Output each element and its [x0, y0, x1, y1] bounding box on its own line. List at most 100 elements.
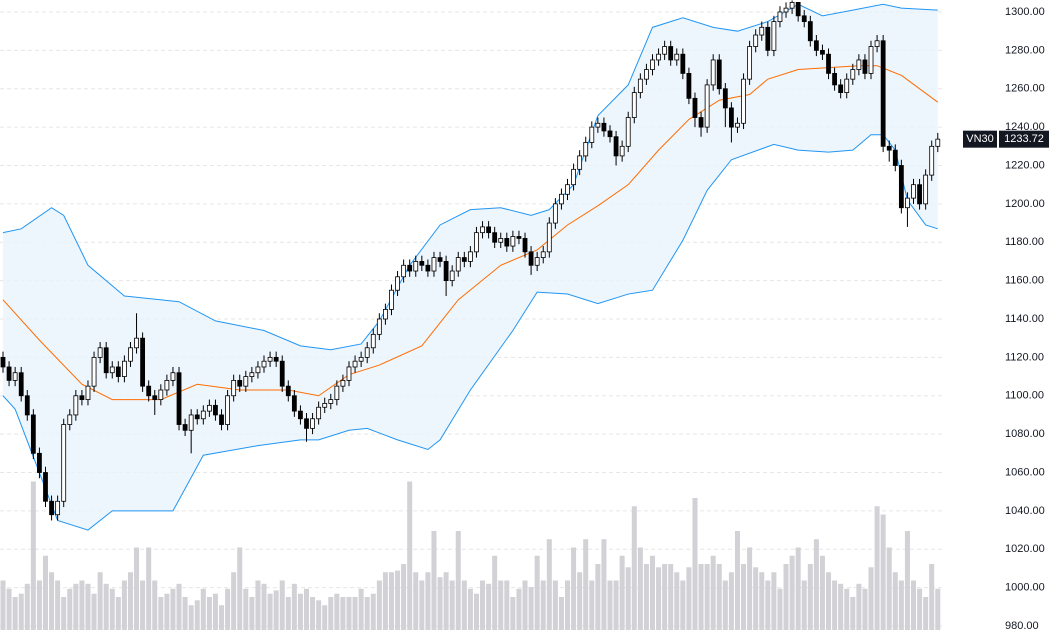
volume-bar: [212, 593, 218, 630]
candle-body: [194, 414, 200, 420]
y-tick-label: 1280.00: [1005, 44, 1045, 56]
volume-bar: [285, 597, 291, 630]
candle-body: [279, 360, 285, 387]
volume-bar: [103, 583, 109, 630]
volume-bar: [874, 506, 880, 630]
volume-bar: [243, 588, 249, 630]
volume-bar: [164, 593, 170, 630]
volume-bar: [498, 580, 504, 630]
candle-body: [583, 142, 589, 157]
candle-body: [407, 264, 413, 272]
volume-bar: [188, 605, 194, 630]
candle-body: [109, 366, 115, 374]
candle-body: [692, 97, 698, 118]
candle-body: [540, 251, 546, 258]
volume-bar: [425, 572, 431, 630]
candle-body: [844, 78, 850, 93]
candle-body: [795, 1, 801, 17]
candle-body: [571, 168, 576, 186]
volume-bar: [904, 531, 910, 630]
candle-body: [923, 174, 929, 205]
volume-bar: [182, 597, 188, 630]
volume-bar: [6, 588, 12, 630]
candle-body: [826, 53, 831, 74]
volume-bar: [401, 564, 407, 630]
candle-body: [704, 84, 710, 128]
candle-body: [467, 251, 473, 262]
volume-bar: [868, 567, 874, 630]
volume-bar: [121, 580, 127, 630]
candle-body: [310, 418, 315, 429]
bollinger-middle: [2, 65, 939, 401]
volume-bar: [467, 588, 473, 630]
y-tick-label: 1060.00: [1005, 466, 1045, 478]
candle-body: [340, 380, 346, 387]
candle-body: [559, 193, 564, 205]
volume-bar: [728, 572, 734, 630]
candle-body: [188, 414, 194, 431]
volume-bar: [935, 588, 941, 630]
volume-bar: [789, 555, 795, 630]
volume-bar: [856, 583, 862, 630]
candle-body: [680, 53, 686, 74]
candle-body: [765, 26, 771, 51]
volume-bar: [115, 597, 121, 630]
candle-body: [176, 372, 182, 425]
candle-body: [589, 126, 595, 143]
volume-bar: [480, 580, 486, 630]
volume-bar: [522, 580, 528, 630]
volume-bar: [565, 580, 571, 630]
candle-body: [716, 59, 722, 90]
volume-bar: [310, 597, 316, 630]
volume-bar: [273, 590, 279, 630]
volume-bar: [200, 588, 206, 630]
bollinger-lower: [2, 134, 938, 531]
candle-body: [850, 69, 856, 80]
volume-bar: [413, 572, 419, 630]
volume-bar: [370, 593, 376, 630]
volume-bar: [571, 547, 577, 630]
volume-bar: [492, 555, 498, 630]
volume-bar: [698, 564, 704, 630]
volume-bar: [237, 547, 243, 630]
volume-bar: [316, 600, 322, 630]
volume-bar: [862, 588, 868, 630]
y-tick-label: 1080.00: [1005, 428, 1045, 440]
volume-bar: [759, 572, 765, 630]
candle-body: [291, 395, 297, 412]
volume-bar: [844, 588, 850, 630]
volume-bar: [267, 593, 273, 630]
candle-body: [79, 395, 85, 400]
volume-bar: [297, 593, 303, 630]
candle-body: [637, 78, 643, 93]
volume-bar: [516, 588, 522, 630]
volume-bar: [795, 547, 801, 630]
candle-body: [510, 236, 516, 247]
volume-bar: [473, 593, 479, 630]
candle-body: [437, 257, 443, 262]
candle-body: [486, 226, 492, 234]
volume-bar: [807, 564, 813, 630]
volume-bar: [886, 547, 892, 630]
volume-bar: [741, 564, 747, 630]
candle-body: [935, 138, 941, 147]
candle-body: [267, 356, 273, 362]
volume-bar: [747, 547, 753, 630]
volume-bar: [917, 588, 923, 630]
volume-bar: [625, 567, 631, 630]
candle-body: [164, 380, 170, 391]
candle-body: [261, 360, 267, 368]
candle-body: [729, 107, 734, 128]
candle-body: [735, 122, 740, 128]
volume-bar: [486, 583, 492, 630]
volume-bar: [24, 583, 30, 630]
candle-body: [522, 238, 528, 253]
last-price-label: 1233.72: [1004, 133, 1044, 145]
volume-bar: [613, 580, 619, 630]
candle-body: [383, 309, 388, 320]
volume-bar: [880, 514, 886, 630]
candle-body: [868, 46, 874, 74]
candle-body: [146, 385, 152, 397]
